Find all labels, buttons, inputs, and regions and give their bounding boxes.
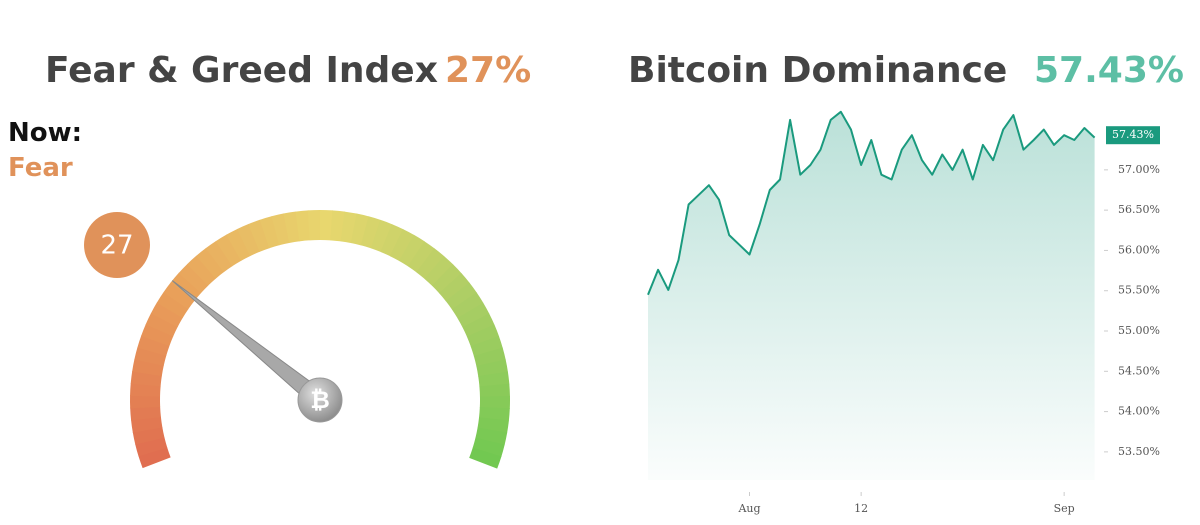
y-tick-label: 55.50% <box>1118 284 1160 297</box>
value-bubble <box>84 212 150 278</box>
gauge-arc <box>340 211 358 244</box>
gauge-arc <box>462 313 495 338</box>
x-tick-label: Sep <box>1054 502 1075 515</box>
gauge-arc <box>132 358 164 377</box>
gauge-arc <box>457 302 490 328</box>
current-tag-label: 57.43% <box>1112 128 1154 141</box>
gauge-arc <box>416 248 445 280</box>
gauge-arc <box>424 255 454 287</box>
gauge-arc <box>130 383 161 397</box>
gauge-arc <box>470 335 503 357</box>
gauge-arc <box>476 359 508 377</box>
y-tick-label: 55.00% <box>1118 324 1160 337</box>
gauge-arc <box>439 273 470 302</box>
gauge-headline: 27% <box>445 50 531 91</box>
gauge-arc <box>475 427 508 446</box>
value-bubble-label: 27 <box>100 231 133 261</box>
gauge-arc <box>156 291 189 319</box>
gauge-arc <box>130 406 161 421</box>
gauge-arc <box>451 292 484 319</box>
gauge-arc <box>431 264 462 294</box>
x-tick-label: Aug <box>737 502 760 515</box>
gauge-arc <box>135 437 168 457</box>
gauge-arc <box>141 323 174 347</box>
line <box>647 110 1096 296</box>
y-tick-label: 57.00% <box>1118 163 1160 176</box>
hub-icon: ₿ <box>310 386 330 414</box>
y-tick-label: 53.50% <box>1118 445 1160 458</box>
gauge-arc <box>138 446 171 469</box>
gauge-arc <box>259 216 280 249</box>
gauge-arc <box>283 211 301 244</box>
gauge-arc <box>469 447 502 469</box>
line-title: Bitcoin Dominance <box>628 50 1007 91</box>
gauge-arc <box>445 282 477 310</box>
gauge-arc <box>466 324 500 347</box>
gauge-arc <box>477 417 509 434</box>
gauge-arc <box>330 210 346 242</box>
y-tick-label: 54.50% <box>1118 364 1160 377</box>
gauge-arc <box>145 312 178 337</box>
line-headline: 57.43% <box>1034 50 1184 91</box>
needle-hub <box>297 377 343 423</box>
gauge-arc <box>271 213 290 246</box>
gauge-arc <box>131 416 163 433</box>
gauge-arc <box>380 224 404 257</box>
gauge-arc <box>478 371 510 387</box>
gauge-arc <box>196 247 225 279</box>
gauge-arc <box>350 213 370 246</box>
gauge-arc <box>478 406 510 422</box>
status-heading: Now: <box>8 118 82 148</box>
gauge-arc <box>248 219 270 252</box>
gauge-arc <box>479 383 510 398</box>
y-tick-label: 54.00% <box>1118 405 1160 418</box>
gauge-arc <box>398 234 425 267</box>
y-tick-label: 56.00% <box>1118 243 1160 256</box>
gauge-arc <box>163 282 195 310</box>
gauge-arc <box>295 210 311 242</box>
gauge-arc <box>226 228 251 261</box>
gauge-arc <box>150 302 183 328</box>
gauge-arc <box>132 426 165 445</box>
status: Fear <box>8 153 73 183</box>
gauge-arc <box>360 216 381 249</box>
gauge-arc <box>205 240 233 273</box>
gauge-arc <box>134 347 167 367</box>
y-tick-label: 56.50% <box>1118 203 1160 216</box>
gauge-arc <box>473 347 506 367</box>
area <box>648 111 1095 481</box>
gauge-arc <box>130 370 162 387</box>
gauge-arc <box>389 229 415 262</box>
x-tick-label: 12 <box>854 502 868 515</box>
gauge-arc <box>215 234 242 267</box>
gauge-arc <box>472 437 505 458</box>
gauge-arc <box>407 241 435 273</box>
current-tag <box>1106 126 1160 145</box>
gauge-arc <box>237 223 261 257</box>
gauge-arc <box>178 263 209 294</box>
gauge-title: Fear & Greed Index <box>45 50 438 91</box>
gauge-arc <box>137 335 170 357</box>
gauge-arc <box>187 255 217 286</box>
gauge-arc <box>370 219 393 253</box>
